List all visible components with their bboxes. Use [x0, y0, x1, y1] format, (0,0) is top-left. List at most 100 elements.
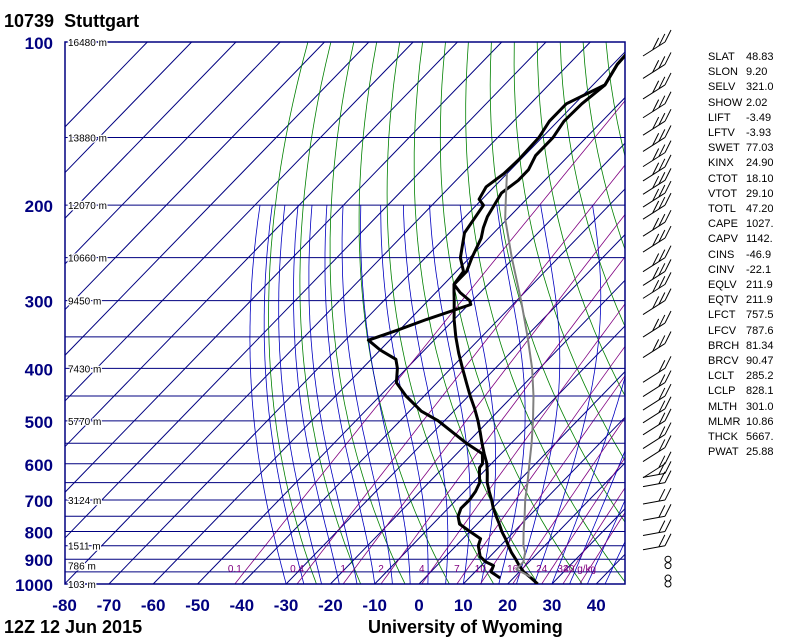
- index-key: BRCV: [708, 355, 739, 368]
- isotherm: [152, 96, 625, 584]
- wind-barb-flag: [664, 435, 672, 448]
- isotherm: [65, 42, 547, 539]
- index-key: KINX: [708, 157, 734, 170]
- sounding-lines: [366, 53, 625, 584]
- in-plot-labels: 16480 m 13880 m 12070 m 10660 m 9450 m 7430 m…: [67, 37, 596, 593]
- wind-barb-flag: [664, 396, 672, 409]
- wind-barb-flag: [664, 192, 672, 206]
- wind-barb-staff: [642, 420, 666, 436]
- wind-barb-flag: [658, 374, 666, 387]
- index-row: LCLT 285.2: [708, 369, 796, 384]
- mixing-ratio-label: 7: [454, 564, 460, 575]
- wind-barb-staff: [642, 204, 666, 220]
- index-key: SELV: [708, 81, 736, 94]
- wind-barb-flag: [658, 249, 666, 262]
- mixing-ratio-label: 32: [557, 564, 569, 575]
- index-key: MLTH: [708, 400, 738, 413]
- wind-barb-staff: [642, 545, 666, 551]
- wind-barb-flag: [652, 267, 660, 280]
- isotherm: [65, 42, 503, 493]
- mixing-ratio-label: 0.1: [228, 564, 242, 575]
- wind-barb-staff: [642, 166, 666, 182]
- wind-barb-flag: [652, 99, 660, 112]
- plot-frame: [64, 41, 626, 585]
- index-value: 90.47: [746, 355, 774, 368]
- index-key: CTOT: [708, 172, 738, 185]
- isotherm: [65, 42, 414, 402]
- wind-barb-flag: [652, 148, 660, 161]
- wind-barb-flag: [658, 520, 666, 533]
- wind-barb-flag: [658, 505, 666, 518]
- wind-barb-flag: [664, 154, 672, 168]
- index-value: 10.86: [746, 415, 774, 428]
- mixing-ratio-label: 1: [340, 564, 346, 575]
- wind-barb-flag: [658, 462, 666, 475]
- wind-barb-staff: [642, 322, 666, 338]
- wind-barb-flag: [658, 412, 666, 425]
- index-row: VTOT 29.10: [708, 187, 796, 202]
- wind-barb-staff: [642, 221, 666, 237]
- wind-barb-flag: [652, 318, 660, 332]
- wind-barb-flag: [658, 360, 666, 373]
- calm-wind-mark: [664, 574, 672, 582]
- index-value: 47.20: [746, 203, 774, 216]
- index-row: BRCH 81.34: [708, 339, 796, 354]
- wind-barb-flag: [664, 91, 672, 104]
- dry-adiabat: [465, 42, 625, 583]
- wind-barb-flag: [658, 95, 666, 108]
- index-row: SELV 321.0: [708, 80, 796, 95]
- index-row: BRCV 90.47: [708, 354, 796, 369]
- wind-barb-flag: [658, 400, 666, 413]
- index-key: CAPV: [708, 233, 738, 246]
- y-tick-label: 200: [25, 197, 53, 216]
- wind-barb-staff: [642, 84, 666, 100]
- index-key: LFCV: [708, 324, 737, 337]
- station-title: 10739 Stuttgart: [4, 11, 139, 32]
- wind-barb-flag: [658, 172, 666, 185]
- wind-barb-flag: [664, 331, 672, 344]
- index-key: CINV: [708, 263, 735, 276]
- wind-barb-flag: [664, 52, 672, 65]
- index-value: -3.49: [746, 111, 772, 124]
- x-tick-label: 40: [587, 596, 606, 615]
- wind-barb-flag: [658, 263, 666, 276]
- index-value: 29.10: [746, 187, 774, 200]
- index-key: CINS: [708, 248, 735, 261]
- wind-barb-flag: [664, 504, 672, 517]
- x-tick-label: 0: [414, 596, 423, 615]
- wind-barb-flag: [658, 488, 666, 502]
- wind-barb-flag: [664, 125, 672, 138]
- isotherm: [65, 42, 237, 219]
- height-label: 13880 m: [68, 133, 107, 144]
- wind-barb-staff: [642, 530, 666, 536]
- mixing-ratio-label: 40 g/kg: [563, 564, 596, 575]
- wind-barb-staff: [642, 367, 666, 383]
- dewpoint-line: [366, 53, 625, 580]
- wind-barb-flag: [658, 213, 666, 227]
- wind-barb-staff: [642, 192, 666, 208]
- index-value: -46.9: [746, 248, 772, 261]
- index-key: BRCH: [708, 339, 740, 352]
- index-value: 5667.: [746, 431, 774, 444]
- wind-barb-flag: [658, 184, 666, 198]
- height-label: 10660 m: [68, 254, 107, 265]
- index-row: LFTV -3.93: [708, 126, 796, 141]
- isotherm: [507, 462, 625, 584]
- dry-adiabat: [329, 42, 406, 584]
- index-value: 2.02: [746, 96, 768, 109]
- index-key: CAPE: [708, 218, 738, 231]
- wind-barb-staff: [642, 447, 666, 462]
- wind-barb-flag: [652, 133, 660, 146]
- mixing-ratio-label: 24: [536, 564, 548, 575]
- wind-barb-flag: [658, 387, 666, 401]
- index-value: 757.5: [746, 309, 774, 322]
- isotherm: [108, 51, 625, 584]
- mixing-ratio-label: 4: [419, 564, 425, 575]
- background-lines: [65, 42, 625, 584]
- wind-barb-flag: [664, 245, 672, 258]
- wind-barb-flag: [664, 209, 672, 223]
- wind-barb-flag: [664, 310, 672, 324]
- wind-barb-flag: [664, 470, 672, 483]
- index-row: LFCV 787.6: [708, 324, 796, 339]
- index-value: 81.34: [746, 339, 774, 352]
